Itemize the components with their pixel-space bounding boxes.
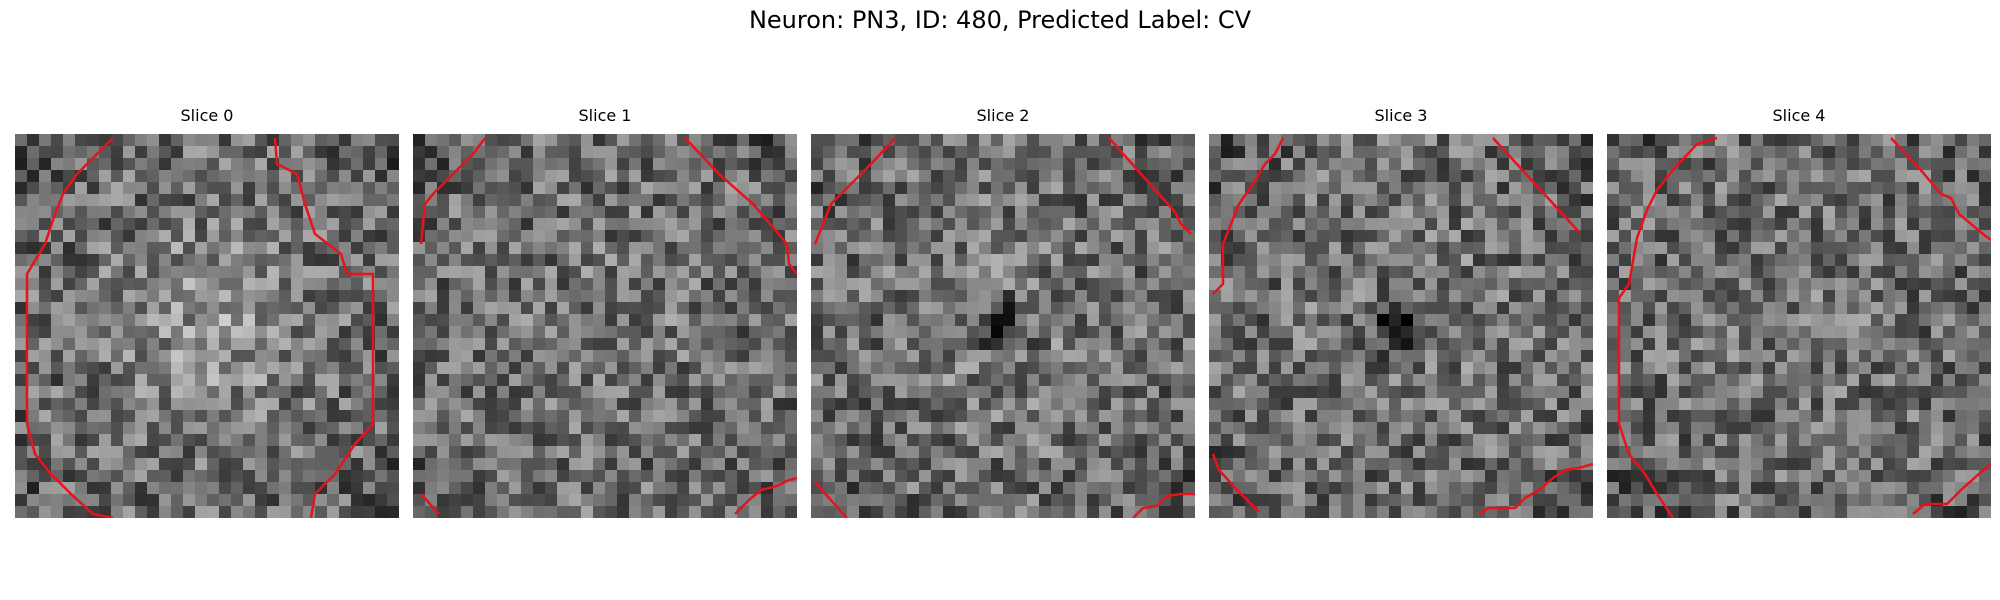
contour-bottomright-2 [1132, 492, 1195, 518]
slice-image-1 [413, 134, 797, 518]
contour-topright-3 [1492, 137, 1580, 233]
slice-title-3: Slice 3 [1374, 106, 1428, 125]
contour-right-0 [273, 137, 375, 518]
pixel-grid-0 [15, 134, 399, 518]
slice-title-2: Slice 2 [976, 106, 1030, 125]
slice-image-2 [811, 134, 1195, 518]
contour-lines-2 [813, 137, 1195, 518]
slice-title-1: Slice 1 [578, 106, 632, 125]
contour-topleft-2 [813, 137, 896, 245]
contour-left-4 [1617, 136, 1718, 518]
contour-bottomright-3 [1478, 462, 1593, 516]
contour-lines-0 [25, 137, 375, 518]
contour-bottomleft-2 [814, 481, 848, 518]
contour-bottomright-4 [1912, 463, 1991, 515]
pixel-grid-1 [413, 134, 797, 518]
contour-lines-4 [1617, 136, 1991, 518]
pixel-grid-4 [1607, 134, 1991, 518]
slice-title-4: Slice 4 [1772, 106, 1826, 125]
slice-title-0: Slice 0 [180, 106, 234, 125]
contour-topright-4 [1890, 137, 1991, 241]
slice-image-4 [1607, 134, 1991, 518]
contour-left-0 [25, 137, 114, 518]
slice-image-0 [15, 134, 399, 518]
pixel-grid-2 [811, 134, 1195, 518]
figure-title: Neuron: PN3, ID: 480, Predicted Label: C… [748, 6, 1252, 34]
contour-topright-2 [1108, 137, 1192, 235]
contour-topleft-1 [419, 137, 486, 245]
contour-lines-1 [419, 137, 797, 515]
contour-topright-1 [684, 137, 797, 275]
contour-bottomright-1 [734, 476, 797, 515]
slice-image-3 [1209, 134, 1593, 518]
contour-topleft-3 [1212, 137, 1285, 295]
contour-bottomleft-3 [1211, 453, 1260, 513]
contour-lines-3 [1211, 137, 1593, 516]
contour-bottomleft-1 [420, 493, 440, 515]
pixel-grid-3 [1209, 134, 1593, 518]
